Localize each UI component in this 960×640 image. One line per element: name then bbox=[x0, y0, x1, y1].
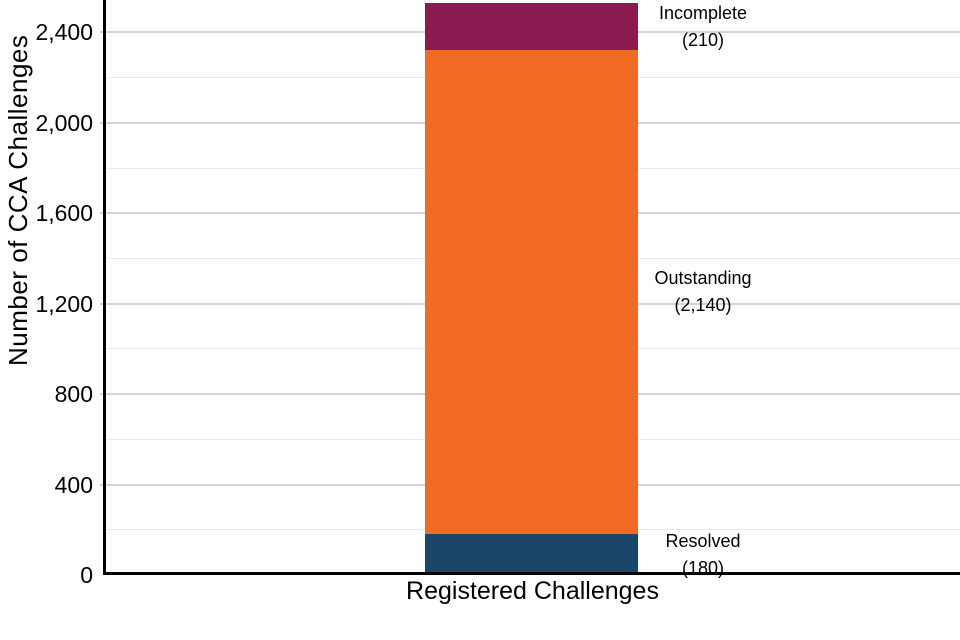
segment-label-name: Incomplete bbox=[658, 2, 748, 23]
bar-segment-outstanding bbox=[425, 50, 638, 535]
segment-label-name: Resolved bbox=[665, 530, 741, 551]
y-axis-line bbox=[103, 0, 106, 575]
y-tick-label: 800 bbox=[54, 381, 93, 408]
y-tick-label: 1,200 bbox=[35, 290, 93, 317]
y-tick-label: 2,000 bbox=[35, 109, 93, 136]
segment-label-name: Outstanding bbox=[654, 268, 752, 289]
y-tick-label: 0 bbox=[80, 562, 93, 588]
bar-segment-resolved bbox=[425, 534, 638, 575]
bar-segment-incomplete bbox=[425, 2, 638, 51]
segment-label-outstanding: Outstanding (2,140) bbox=[654, 265, 751, 319]
stacked-bar bbox=[425, 0, 638, 575]
segment-label-value: (210) bbox=[681, 29, 725, 50]
y-tick-label: 400 bbox=[54, 471, 93, 498]
segment-label-value: (180) bbox=[681, 557, 725, 578]
plot-area: Resolved (180) Outstanding (2,140) Incomplet… bbox=[100, 0, 960, 578]
x-axis-label: Registered Challenges bbox=[406, 577, 659, 605]
y-tick-label: 2,400 bbox=[35, 19, 93, 46]
y-tick-label: 1,600 bbox=[35, 200, 93, 227]
segment-label-value: (2,140) bbox=[674, 295, 732, 316]
x-axis-line bbox=[103, 572, 960, 575]
segment-label-incomplete: Incomplete (210) bbox=[659, 0, 747, 54]
